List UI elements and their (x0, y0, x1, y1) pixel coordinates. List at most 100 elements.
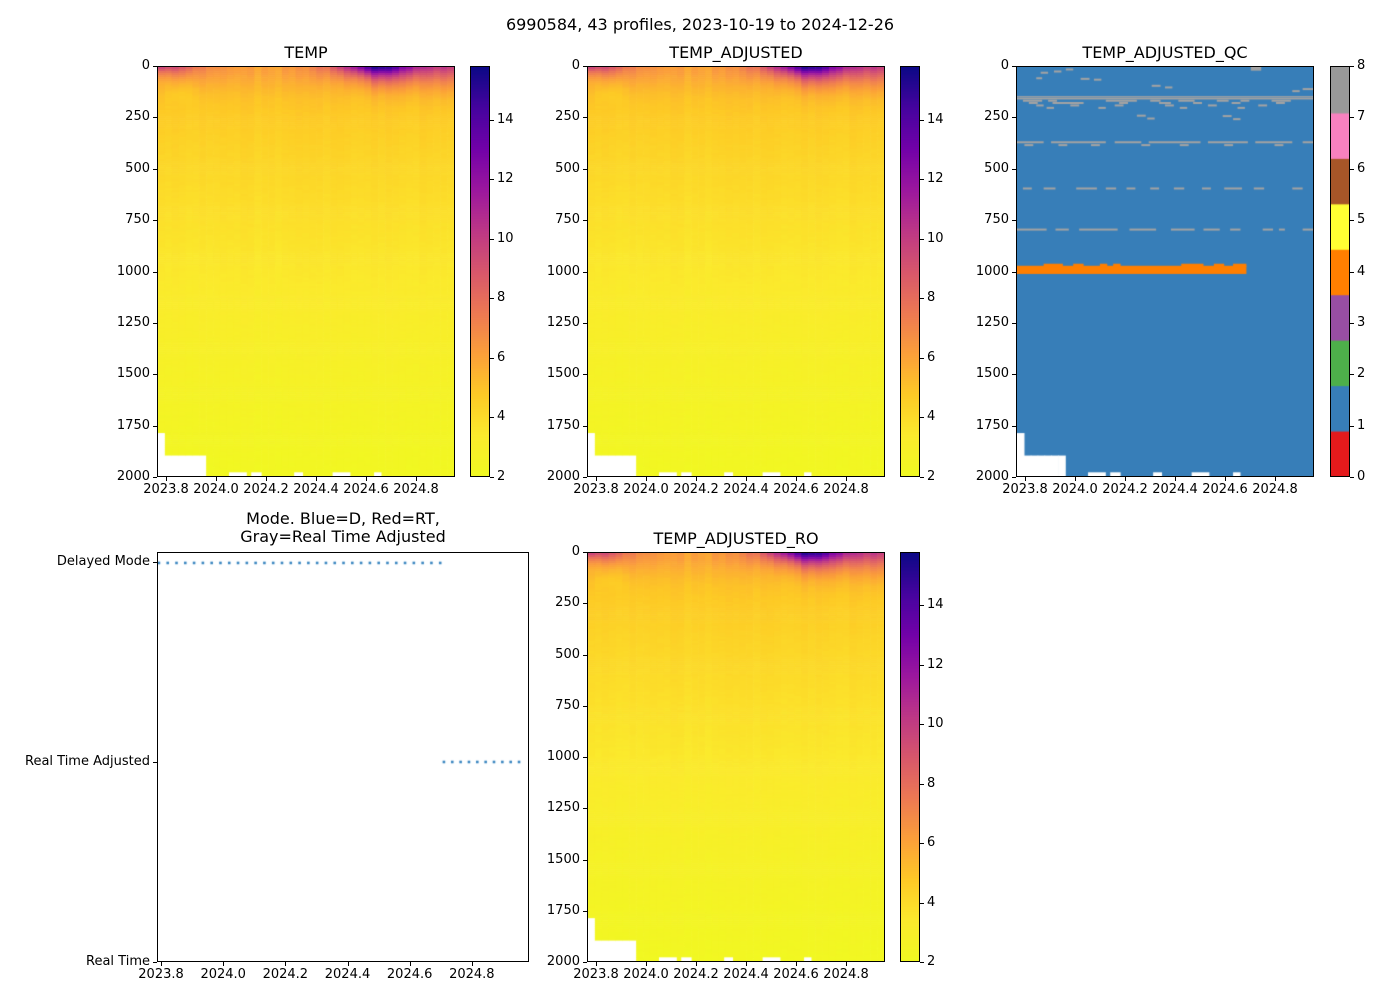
qc-cbar-tick-label: 7 (1357, 109, 1366, 125)
mode-xtick-mark (285, 962, 287, 966)
temp-cbar-tick-label: 10 (497, 230, 514, 246)
ro-cbar-tick-mark (920, 843, 924, 845)
qc-ytick-mark (1012, 220, 1016, 222)
mode-title-line1: Mode. Blue=D, Red=RT, (246, 509, 440, 528)
temp-adjusted-ytick-label: 0 (571, 58, 580, 73)
temp-cbar-tick-label: 14 (497, 111, 514, 127)
qc-cbar-tick-mark (1350, 477, 1354, 478)
mode-title-line2: Gray=Real Time Adjusted (240, 527, 446, 546)
ro-ytick-mark (583, 910, 587, 912)
qc-heatmap (1017, 67, 1313, 476)
colorbar-qc-segments (1331, 67, 1349, 476)
temp-xtick-label: 2024.6 (343, 482, 389, 497)
qc-cbar-tick-label: 3 (1357, 314, 1366, 330)
temp-adjusted-ytick-mark (583, 168, 587, 170)
qc-ytick-label: 1000 (975, 263, 1009, 279)
temp-adjusted-ytick-label: 1000 (546, 263, 580, 279)
qc-cbar-tick-mark (1350, 271, 1354, 273)
ro-xtick-label: 2024.2 (673, 967, 719, 982)
ro-ytick-mark (583, 705, 587, 707)
temp-adjusted-xtick-mark (646, 477, 647, 481)
mode-ytick-mark (153, 562, 157, 563)
ro-ytick-mark (583, 552, 587, 553)
temp-ytick-mark (153, 220, 157, 222)
temp-cbar-tick-label: 8 (497, 290, 506, 306)
qc-xtick-label: 2023.8 (1002, 482, 1048, 497)
qc-xtick-mark (1025, 477, 1026, 481)
panel-title-temp-adjusted-qc: TEMP_ADJUSTED_QC (1082, 43, 1248, 62)
panel-temp (157, 66, 455, 477)
temp-ytick-mark (153, 425, 157, 427)
temp-xtick-mark (416, 477, 417, 481)
ro-xtick-mark (746, 962, 747, 966)
ro-xtick-label: 2024.6 (773, 967, 819, 982)
qc-ytick-label: 750 (984, 212, 1009, 228)
qc-cbar-tick-label: 2 (1357, 366, 1366, 382)
temp-adjusted-cbar-tick-mark (920, 119, 924, 121)
temp-xtick-label: 2023.8 (143, 482, 189, 497)
ro-xtick-label: 2023.8 (573, 967, 619, 982)
panel-title-temp-adjusted-ro: TEMP_ADJUSTED_RO (653, 529, 819, 548)
temp-adjusted-xtick-label: 2023.8 (573, 482, 619, 497)
temp-cbar-tick-label: 6 (497, 349, 506, 365)
qc-ytick-label: 1500 (975, 366, 1009, 382)
temp-xtick-label: 2024.0 (193, 482, 239, 497)
qc-cbar-tick-mark (1350, 66, 1354, 67)
temp-xtick-label: 2024.8 (393, 482, 439, 497)
temp-adjusted-xtick-label: 2024.4 (723, 482, 769, 497)
temp-ytick-label: 750 (125, 212, 150, 228)
qc-cbar-tick-label: 0 (1357, 469, 1366, 484)
temp-ytick-label: 250 (125, 109, 150, 125)
colorbar-qc (1330, 66, 1350, 477)
temp-adjusted-cbar-tick-mark (920, 357, 924, 359)
temp-adjusted-cbar-tick-label: 4 (927, 409, 936, 425)
temp-adjusted-ytick-label: 250 (555, 109, 580, 125)
temp-adjusted-cbar-tick-label: 14 (927, 111, 944, 127)
temp-adjusted-heatmap (588, 67, 884, 476)
temp-adjusted-xtick-label: 2024.0 (623, 482, 669, 497)
temp-xtick-label: 2024.2 (243, 482, 289, 497)
figure-suptitle: 6990584, 43 profiles, 2023-10-19 to 2024… (505, 15, 895, 34)
qc-cbar-tick-label: 8 (1357, 58, 1366, 73)
temp-ytick-mark (153, 66, 157, 67)
ro-ytick-label: 1000 (546, 749, 580, 764)
temp-adjusted-xtick-label: 2024.6 (773, 482, 819, 497)
panel-title-temp: TEMP (284, 43, 328, 62)
qc-xtick-mark (1175, 477, 1176, 481)
temp-adjusted-cbar-tick-mark (920, 417, 924, 419)
ro-ytick-mark (583, 808, 587, 810)
temp-xtick-mark (366, 477, 367, 481)
temp-adjusted-cbar-tick-label: 12 (927, 171, 944, 187)
qc-ytick-label: 0 (1000, 58, 1009, 73)
temp-adjusted-cbar-tick-label: 10 (927, 230, 944, 246)
ro-xtick-mark (846, 962, 847, 966)
ro-cbar-tick-mark (920, 962, 924, 963)
temp-adjusted-ytick-mark (583, 117, 587, 119)
qc-ytick-mark (1012, 322, 1016, 324)
qc-xtick-label: 2024.2 (1102, 482, 1148, 497)
ro-ytick-mark (583, 654, 587, 656)
qc-ytick-label: 250 (984, 109, 1009, 125)
mode-xtick-mark (347, 962, 349, 966)
temp-cbar-tick-label: 4 (497, 409, 506, 425)
qc-xtick-mark (1225, 477, 1226, 481)
ro-ytick-label: 750 (555, 697, 580, 713)
ro-cbar-tick-label: 14 (927, 597, 944, 613)
temp-cbar-tick-label: 12 (497, 171, 514, 187)
temp-ytick-mark (153, 374, 157, 376)
ro-xtick-label: 2024.4 (723, 967, 769, 982)
ro-xtick-mark (596, 962, 597, 966)
temp-adjusted-cbar-tick-label: 2 (927, 469, 936, 484)
qc-ytick-mark (1012, 425, 1016, 427)
mode-xtick-mark (161, 962, 163, 966)
qc-xtick-label: 2024.8 (1252, 482, 1298, 497)
qc-ytick-label: 1750 (975, 417, 1009, 433)
ro-cbar-tick-mark (920, 783, 924, 785)
ro-cbar-tick-label: 2 (927, 954, 936, 969)
temp-xtick-label: 2024.4 (293, 482, 339, 497)
mode-ytick-mark (153, 762, 157, 763)
temp-adjusted-ytick-mark (583, 271, 587, 273)
temp-adjusted-xtick-mark (696, 477, 697, 481)
temp-adjusted-cbar-tick-label: 6 (927, 349, 936, 365)
qc-ytick-mark (1012, 66, 1016, 67)
